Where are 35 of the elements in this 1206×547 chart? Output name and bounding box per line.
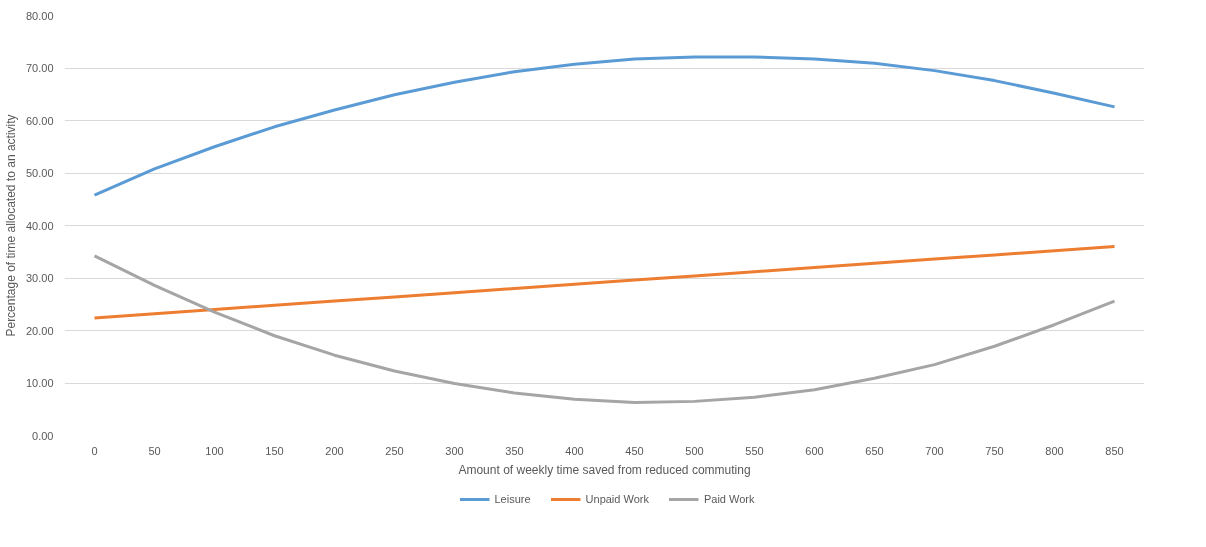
x-tick-label: 800 bbox=[1045, 444, 1064, 457]
x-tick-label: 850 bbox=[1105, 444, 1124, 457]
y-axis-title: Percentage of time allocated to an activity bbox=[3, 114, 18, 337]
x-tick-label: 550 bbox=[745, 444, 764, 457]
legend-label: Paid Work bbox=[703, 493, 755, 505]
x-tick-label: 750 bbox=[985, 444, 1004, 457]
x-tick-label: 300 bbox=[445, 444, 464, 457]
x-tick-label: 400 bbox=[565, 444, 584, 457]
y-tick-label: 20.00 bbox=[25, 324, 54, 337]
y-tick-label: 0.00 bbox=[32, 429, 54, 442]
y-tick-label: 60.00 bbox=[25, 114, 54, 127]
x-tick-label: 200 bbox=[325, 444, 344, 457]
legend-label: Leisure bbox=[494, 493, 531, 505]
line-series bbox=[93, 245, 1116, 320]
x-tick-label: 100 bbox=[205, 444, 224, 457]
x-tick-label: 500 bbox=[685, 444, 704, 457]
x-tick-label: 650 bbox=[865, 444, 884, 457]
y-tick-label: 70.00 bbox=[25, 62, 54, 74]
x-tick-label: 50 bbox=[148, 444, 161, 457]
y-tick-label: 50.00 bbox=[25, 167, 54, 179]
y-tick-label: 40.00 bbox=[25, 219, 54, 232]
x-tick-label: 700 bbox=[925, 444, 944, 457]
x-tick-label: 250 bbox=[385, 444, 404, 457]
x-tick-label: 0 bbox=[91, 444, 98, 457]
x-tick-label: 450 bbox=[625, 444, 644, 457]
line-series bbox=[93, 254, 1116, 404]
x-tick-label: 150 bbox=[265, 444, 284, 457]
x-axis-title: Amount of weekly time saved from reduced commuting bbox=[458, 462, 751, 477]
legend-label: Unpaid Work bbox=[585, 493, 649, 505]
y-tick-label: 30.00 bbox=[25, 272, 54, 284]
line-series bbox=[93, 55, 1116, 197]
y-tick-label: 10.00 bbox=[25, 377, 54, 389]
y-tick-label: 80.00 bbox=[25, 9, 54, 22]
x-tick-label: 600 bbox=[805, 444, 824, 457]
x-tick-label: 350 bbox=[505, 444, 524, 457]
